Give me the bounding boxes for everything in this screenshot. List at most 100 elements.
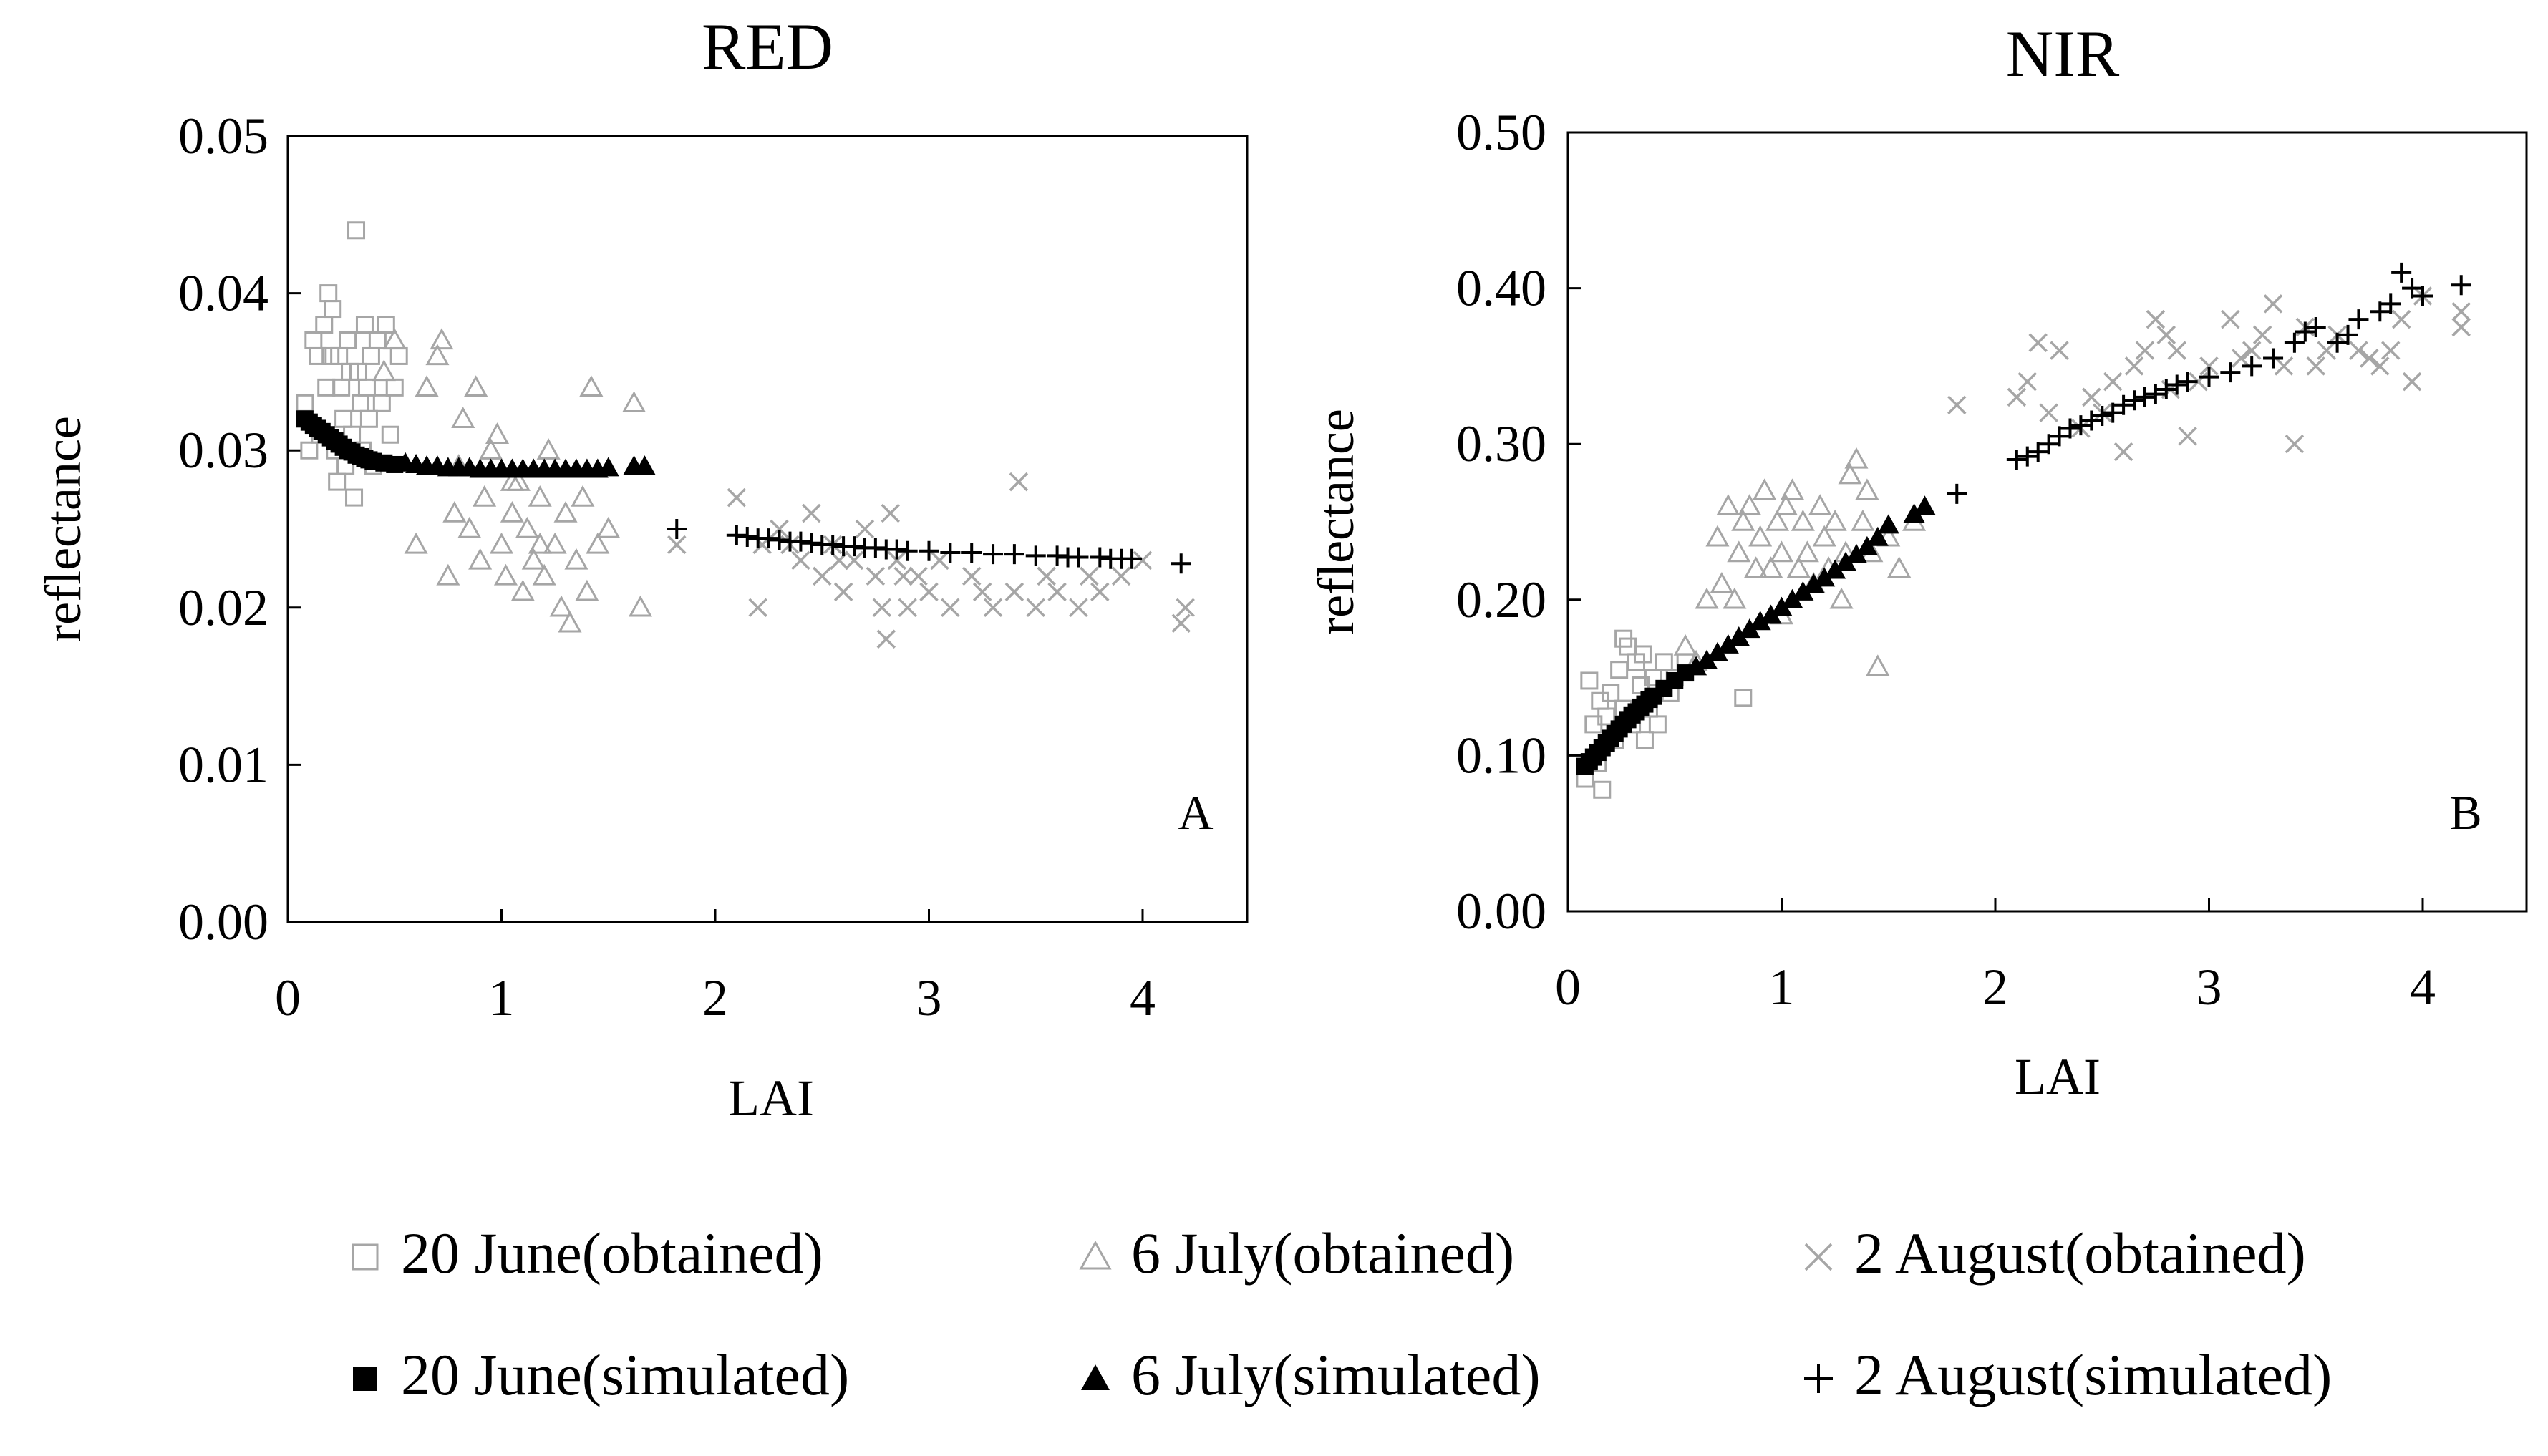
data-point (1080, 566, 1099, 586)
data-point (2070, 415, 2091, 436)
data-point (833, 582, 853, 602)
legend-item: 6 July(simulated) (1081, 1342, 1541, 1407)
chart-panel-nir: NIR reflectance LAI B 0 1 2 3 40.000.100.200… (1307, 17, 2528, 1105)
legend-marker (1804, 1364, 1833, 1393)
legend-label: 20 June(simulated) (401, 1342, 849, 1407)
data-point (1655, 653, 1673, 671)
legend-label: 20 June(obtained) (401, 1220, 823, 1286)
data-point (485, 422, 510, 444)
data-point (382, 328, 407, 350)
data-point (1004, 582, 1024, 602)
data-point (2166, 374, 2187, 395)
data-point (359, 409, 378, 428)
data-point (1748, 525, 1773, 547)
data-point (1009, 472, 1029, 492)
data-point (404, 532, 428, 554)
data-point (2113, 394, 2134, 415)
data-point (543, 532, 567, 554)
y-tick-label: 0.00 (178, 893, 268, 951)
x-tick-label: 1 (489, 969, 515, 1027)
y-tick-label: 0.04 (178, 265, 268, 322)
data-point (1635, 731, 1654, 749)
data-point (2082, 387, 2101, 407)
chart-title: RED (702, 10, 833, 83)
data-point (1866, 526, 1889, 546)
data-point (1753, 478, 1777, 500)
data-point (1025, 545, 1046, 566)
data-point (898, 598, 917, 618)
x-axis-label: LAI (728, 1069, 814, 1127)
y-tick-label: 0.20 (1456, 571, 1546, 628)
data-point (564, 548, 588, 570)
data-point (1716, 494, 1740, 515)
data-point (1731, 509, 1755, 531)
data-point (2285, 434, 2305, 454)
data-point (1851, 509, 1875, 531)
data-point (345, 488, 364, 507)
data-point (2370, 301, 2390, 322)
data-point (1580, 671, 1599, 690)
data-point (549, 595, 573, 617)
data-point (2305, 317, 2326, 337)
data-point (887, 550, 906, 571)
data-point (844, 536, 865, 557)
legend-label: 6 July(obtained) (1131, 1220, 1514, 1286)
axis-ticks: 0 1 2 3 4 0.00 0.01 0.02 0.03 0.04 0.05 (178, 107, 1156, 1027)
data-point (1838, 462, 1862, 485)
data-point (1176, 598, 1195, 618)
data-point (2274, 356, 2294, 376)
data-point (622, 391, 646, 413)
data-point (1914, 495, 1936, 515)
data-point (769, 530, 790, 550)
x-tick-label: 0 (275, 969, 301, 1027)
legend-label: 2 August(simulated) (1854, 1342, 2332, 1407)
data-point (1633, 645, 1652, 664)
data-point (1610, 661, 1629, 679)
data-point (436, 563, 460, 586)
x-tick-label: 2 (702, 969, 728, 1027)
data-point (844, 550, 864, 571)
data-point (961, 542, 982, 563)
axis-ticks: 0 1 2 3 4 0.00 0.10 0.20 0.30 0.40 0.50 (1456, 104, 2436, 1016)
legend-item: 20 June(obtained) (352, 1220, 823, 1286)
data-point (634, 455, 656, 475)
data-point (919, 540, 939, 561)
legend-item: 20 June(simulated) (353, 1342, 849, 1407)
data-point (2007, 387, 2027, 407)
panel-label: B (2449, 785, 2481, 840)
data-point (596, 516, 621, 538)
data-point (324, 300, 342, 319)
data-point (558, 611, 582, 633)
data-point (1866, 654, 1890, 676)
data-point (2451, 275, 2471, 296)
data-point (748, 598, 767, 618)
data-point (1717, 634, 1739, 654)
data-point (790, 531, 811, 552)
legend-marker (353, 1367, 377, 1391)
x-tick-label: 3 (2196, 958, 2222, 1016)
data-point (1786, 556, 1811, 578)
legend: 20 June(obtained) 6 July(obtained) 2 Augus… (352, 1220, 2332, 1407)
data-point (2391, 262, 2412, 283)
data-point (972, 582, 992, 602)
x-axis-label: LAI (2015, 1048, 2101, 1105)
data-point (909, 566, 928, 586)
data-point (1602, 684, 1620, 702)
y-tick-label: 0.00 (1456, 883, 1546, 940)
data-point (2327, 332, 2348, 353)
data-point (500, 500, 524, 523)
data-point (737, 526, 757, 547)
data-point (1090, 547, 1110, 568)
data-point (1829, 587, 1854, 609)
data-point (802, 503, 821, 523)
data-point (1844, 447, 1869, 469)
data-point (1845, 543, 1867, 563)
data-point (1769, 540, 1794, 563)
data-point (813, 566, 832, 586)
y-tick-label: 0.03 (178, 422, 268, 479)
data-point (1673, 634, 1697, 656)
data-point (1812, 525, 1836, 547)
data-point (381, 425, 399, 444)
data-point (1685, 656, 1707, 676)
data-point (2348, 309, 2369, 330)
